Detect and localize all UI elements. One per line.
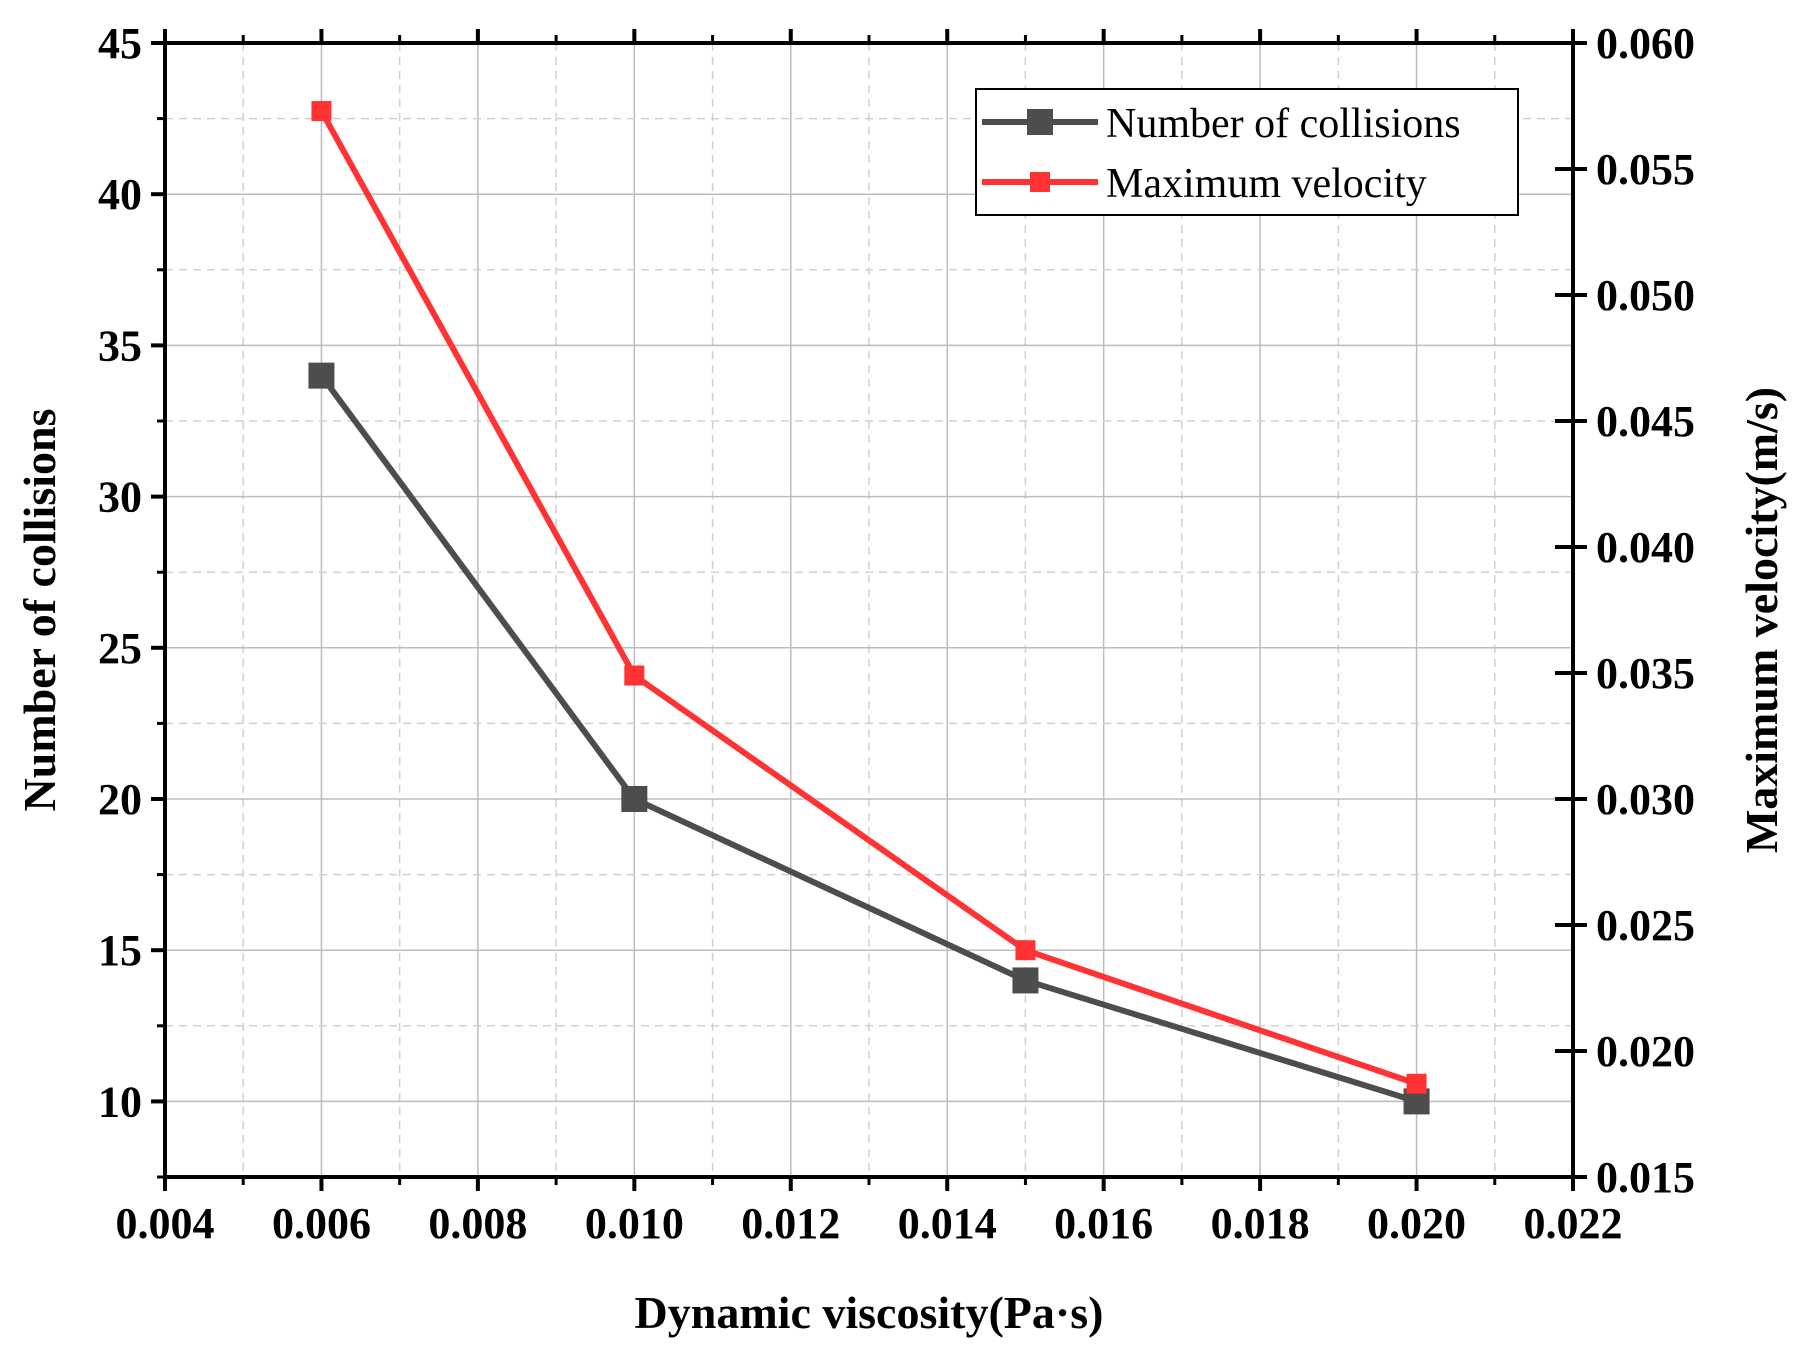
x-tick-label: 0.022 bbox=[1524, 1199, 1623, 1248]
x-tick-label: 0.016 bbox=[1054, 1199, 1153, 1248]
x-tick-label: 0.018 bbox=[1211, 1199, 1310, 1248]
data-point bbox=[621, 786, 648, 812]
data-point bbox=[311, 101, 332, 122]
data-point bbox=[1015, 940, 1036, 961]
series-velocity bbox=[311, 101, 1427, 1094]
y-tick-label: 40 bbox=[98, 170, 142, 219]
legend-box bbox=[975, 88, 1519, 216]
x-tick-label: 0.012 bbox=[741, 1199, 840, 1248]
x-tick-label: 0.004 bbox=[116, 1199, 215, 1248]
data-point bbox=[624, 665, 645, 686]
legend-marker-collisions bbox=[1027, 109, 1053, 135]
x-tick-label: 0.014 bbox=[898, 1199, 997, 1248]
legend-label-velocity: Maximum velocity bbox=[1106, 161, 1427, 207]
legend-label-collisions: Number of collisions bbox=[1106, 101, 1461, 147]
y2-axis-title: Maximum velocity(m/s) bbox=[1736, 387, 1787, 853]
y-tick-label: 15 bbox=[98, 926, 142, 975]
y-tick-label: 10 bbox=[98, 1077, 142, 1126]
x-tick-label: 0.006 bbox=[272, 1199, 371, 1248]
data-point bbox=[1406, 1073, 1427, 1094]
series-collisions bbox=[308, 362, 1430, 1115]
x-tick-label: 0.008 bbox=[428, 1199, 527, 1248]
y2-tick-label: 0.020 bbox=[1596, 1027, 1695, 1076]
x-tick-label: 0.020 bbox=[1367, 1199, 1466, 1248]
y2-tick-label: 0.025 bbox=[1596, 901, 1695, 950]
series-line bbox=[319, 373, 1418, 1105]
series-layer bbox=[308, 101, 1430, 1115]
y2-tick-label: 0.050 bbox=[1596, 271, 1695, 320]
y2-tick-label: 0.040 bbox=[1596, 523, 1695, 572]
y-axis-title: Number of collisions bbox=[14, 409, 65, 812]
y2-tick-label: 0.035 bbox=[1596, 649, 1695, 698]
x-axis-title: Dynamic viscosity(Pa·s) bbox=[635, 1287, 1104, 1338]
x-tick-label: 0.010 bbox=[585, 1199, 684, 1248]
y-tick-label: 20 bbox=[98, 775, 142, 824]
series-line bbox=[318, 109, 1418, 1087]
y-tick-label: 35 bbox=[98, 321, 142, 370]
y2-tick-label: 0.045 bbox=[1596, 397, 1695, 446]
legend: Number of collisions Maximum velocity bbox=[975, 88, 1519, 216]
legend-marker-velocity bbox=[1030, 172, 1050, 192]
grid bbox=[165, 43, 1573, 1177]
data-point bbox=[308, 362, 335, 389]
y-tick-label: 30 bbox=[98, 473, 142, 522]
y-tick-label: 45 bbox=[98, 19, 142, 68]
y2-tick-label: 0.015 bbox=[1596, 1153, 1695, 1202]
y2-tick-label: 0.030 bbox=[1596, 775, 1695, 824]
data-point bbox=[1012, 967, 1039, 994]
y-tick-label: 25 bbox=[98, 624, 142, 673]
axes: 0.004 0.006 0.008 0.010 0.012 0.014 0.016 0.018… bbox=[98, 19, 1695, 1248]
y2-tick-label: 0.060 bbox=[1596, 19, 1695, 68]
y2-tick-label: 0.055 bbox=[1596, 145, 1695, 194]
